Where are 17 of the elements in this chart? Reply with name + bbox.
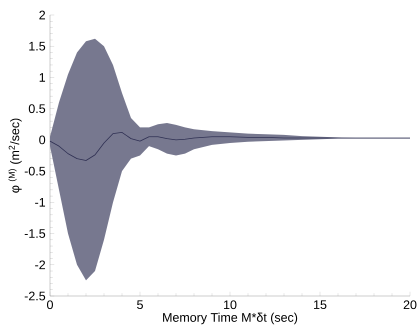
y-tick-label: -0.5	[24, 166, 46, 176]
y-tick-label: 2	[39, 10, 46, 20]
x-axis-title: Memory Time M*δt (sec)	[163, 312, 298, 324]
y-tick-label: -2.5	[24, 292, 46, 300]
y-axis-title: φ $^{(M)}$ (m$^{2}$/sec)	[8, 118, 22, 193]
x-tick-label: 10	[224, 300, 236, 310]
x-tick-label: 5	[137, 300, 143, 310]
y-tick-label: -1.5	[24, 229, 46, 238]
x-tick-label: 20	[404, 300, 416, 310]
y-tick-label: 0.5	[28, 104, 46, 114]
y-tick-label: -1	[35, 198, 46, 207]
x-tick-label: 0	[47, 300, 53, 310]
y-tick-label: -2	[35, 260, 46, 270]
x-tick-label: 15	[314, 300, 326, 310]
y-tick-label: 1.5	[29, 42, 46, 51]
y-tick-label: 0	[39, 135, 46, 144]
y-tick-label: 1	[40, 73, 46, 82]
